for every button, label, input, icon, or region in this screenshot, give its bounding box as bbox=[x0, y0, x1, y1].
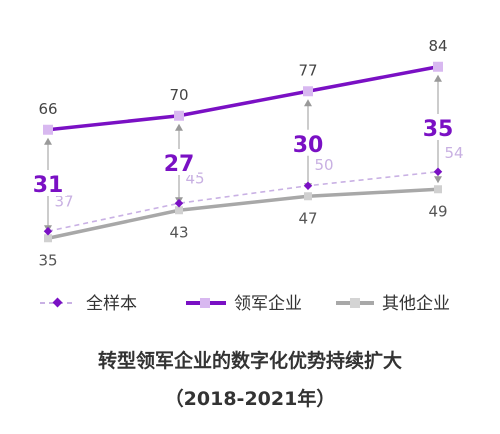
gap-arrow-head-up bbox=[434, 74, 442, 82]
data-label-leader: 66 bbox=[38, 100, 57, 118]
gap-arrow-head-down bbox=[434, 176, 442, 184]
legend-marker-all bbox=[52, 297, 63, 308]
point-all bbox=[303, 181, 313, 190]
point-all bbox=[43, 227, 53, 236]
point-other bbox=[44, 234, 52, 243]
gap-label: 31 bbox=[33, 173, 64, 198]
chart-title: 转型领军企业的数字化优势持续扩大 bbox=[98, 349, 402, 372]
gap-label: 35 bbox=[423, 117, 454, 142]
point-other bbox=[434, 185, 442, 194]
point-other bbox=[175, 206, 183, 215]
data-label-other: 43 bbox=[169, 223, 188, 241]
series-line-leader bbox=[47, 65, 439, 132]
gap-arrows bbox=[44, 74, 442, 233]
point-leader bbox=[174, 110, 184, 121]
series-lines bbox=[47, 65, 439, 240]
legend-marker-leader bbox=[200, 298, 210, 308]
legend-marker-other bbox=[350, 298, 360, 308]
point-leader bbox=[433, 61, 443, 72]
gap-label-bg bbox=[160, 149, 198, 175]
gap-label: 27 bbox=[164, 152, 195, 177]
gap-label-bg bbox=[419, 114, 457, 140]
data-label-other: 35 bbox=[38, 251, 57, 269]
legend-label-all: 全样本 bbox=[86, 294, 137, 314]
point-other bbox=[304, 192, 312, 201]
series-points bbox=[43, 61, 443, 243]
legend: 全样本 领军企业 其他企业 bbox=[40, 294, 450, 314]
gap-label-bg bbox=[29, 170, 67, 196]
point-all bbox=[174, 199, 184, 208]
gap-arrow-head-up bbox=[44, 137, 52, 145]
point-leader bbox=[303, 86, 313, 97]
legend-label-leader: 领军企业 bbox=[234, 294, 302, 314]
data-label-leader: 84 bbox=[428, 37, 447, 55]
point-leader bbox=[43, 124, 53, 135]
data-label-leader: 70 bbox=[169, 86, 188, 104]
data-label-all: 54 bbox=[444, 144, 463, 162]
gap-label: 30 bbox=[293, 133, 324, 158]
point-all bbox=[433, 167, 443, 176]
data-label-all: 50 bbox=[314, 156, 333, 174]
series-line-all bbox=[47, 170, 439, 233]
data-label-leader: 77 bbox=[298, 61, 317, 79]
chart-subtitle: （2018-2021年） bbox=[165, 387, 336, 410]
gap-label-bg bbox=[289, 129, 327, 156]
legend-label-other: 其他企业 bbox=[382, 294, 450, 314]
data-label-all: 37 bbox=[54, 192, 73, 210]
gap-arrow-head-up bbox=[175, 123, 183, 131]
data-label-other: 49 bbox=[428, 202, 447, 220]
series-line-other bbox=[47, 187, 439, 240]
gap-arrow-head-up bbox=[304, 99, 312, 107]
data-label-other: 47 bbox=[298, 209, 317, 227]
